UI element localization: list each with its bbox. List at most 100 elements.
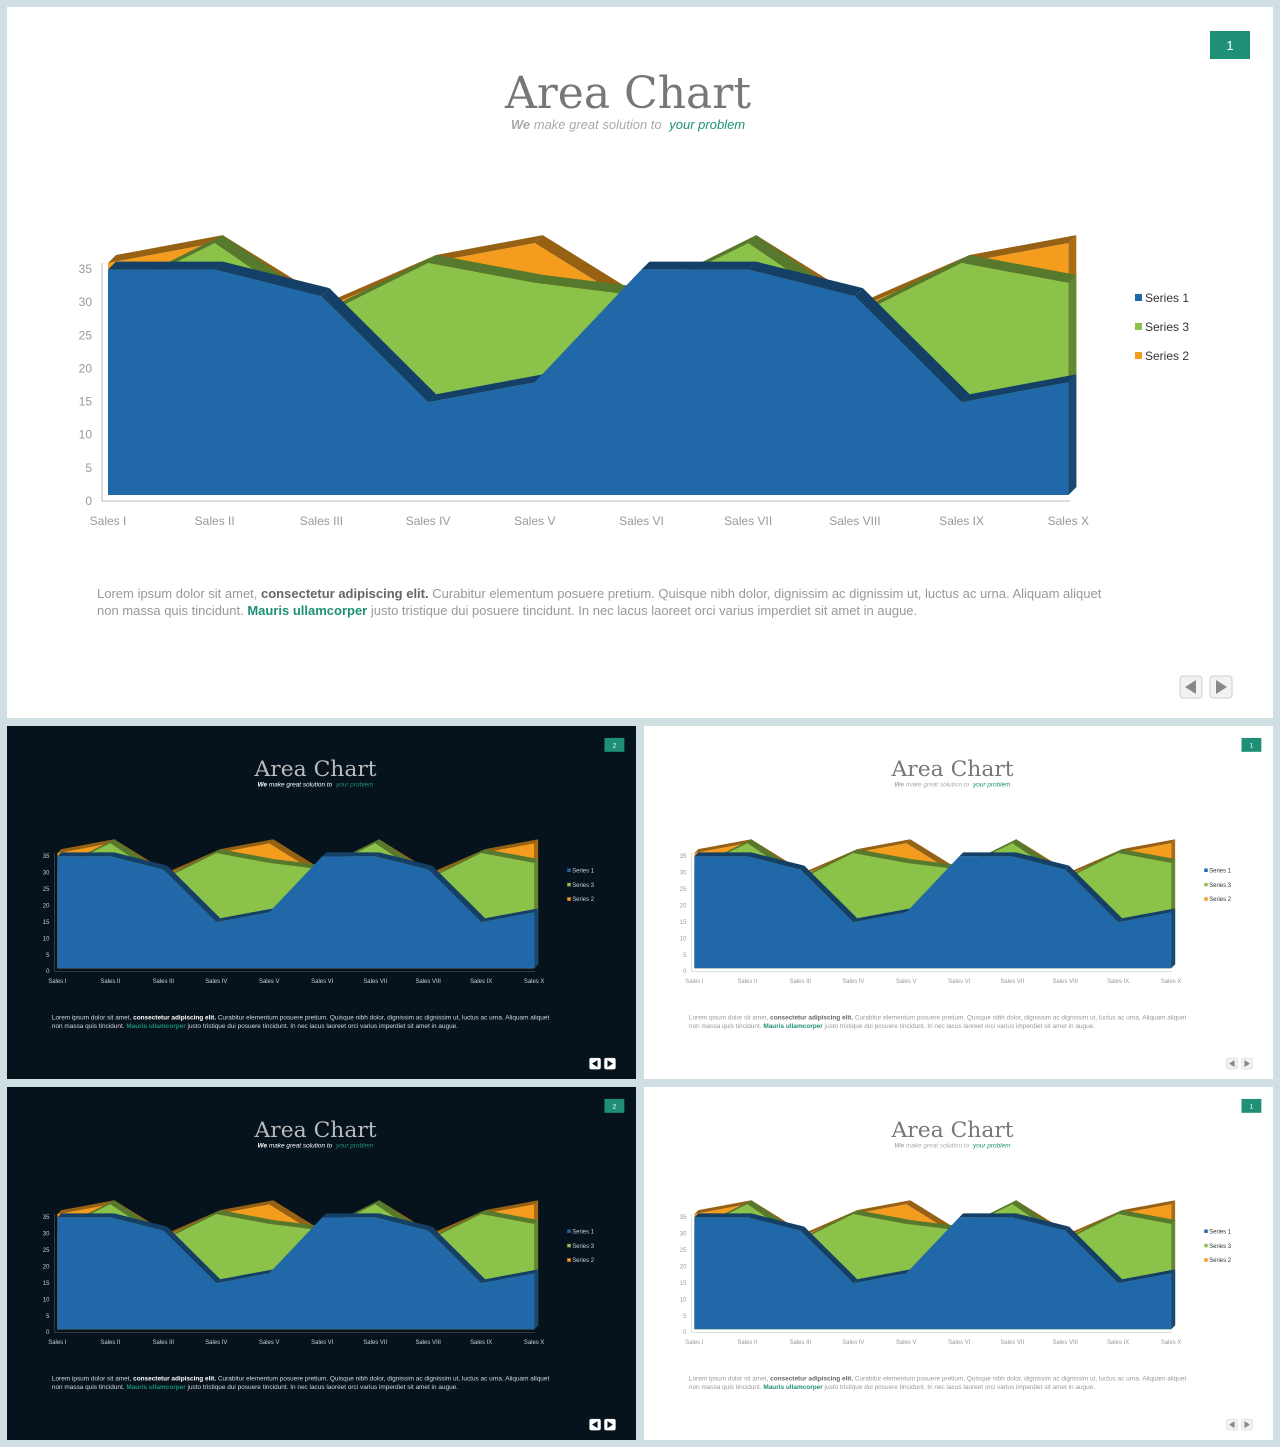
area-top-face	[961, 235, 1077, 263]
y-tick-label: 30	[680, 871, 687, 877]
body-text-line-2: non massa quis tincidunt. Mauris ullamco…	[52, 1384, 458, 1391]
prev-slide-button[interactable]	[589, 1418, 601, 1431]
prev-slide-button[interactable]	[1226, 1057, 1238, 1070]
area-top-face	[853, 839, 911, 854]
area-chart: 0 5 10 15 20 25 30 35 Sales I Sales II Sales III Sa…	[79, 235, 1089, 528]
x-tick-label: Sales V	[259, 979, 280, 985]
y-tick-label: 35	[43, 1215, 50, 1221]
legend-label: Series 1	[1145, 291, 1189, 305]
page-subtitle: We make great solution to your problem	[258, 1143, 375, 1150]
next-slide-button[interactable]	[1209, 675, 1233, 699]
body-link[interactable]: Mauris ullamcorper	[126, 1384, 186, 1391]
area-top-face	[853, 1269, 911, 1284]
body-text-line-2: non massa quis tincidunt. Mauris ullamco…	[52, 1023, 458, 1030]
area-top-face	[216, 849, 274, 863]
area-top-face	[481, 1269, 539, 1284]
area-top-face	[748, 261, 863, 297]
slide-number-badge: 1	[1210, 31, 1250, 59]
area-top-face	[747, 852, 805, 870]
slide-4-thumbnail[interactable]: 2 Area Chart We make great solution to you…	[7, 1087, 636, 1440]
y-tick-label: 20	[680, 903, 687, 909]
body-link[interactable]: Mauris ullamcorper	[763, 1384, 823, 1391]
body-text-line-1: Lorem ipsum dolor sit amet, consectetur …	[52, 1014, 550, 1021]
legend-label: Series 3	[572, 1244, 594, 1250]
prev-slide-button[interactable]	[1179, 675, 1203, 699]
series-area-series-1	[57, 852, 539, 969]
legend-swatch	[1204, 1243, 1208, 1248]
next-slide-button[interactable]	[1241, 1418, 1253, 1431]
next-slide-button[interactable]	[1241, 1057, 1253, 1070]
area-top-face	[428, 1226, 486, 1284]
x-tick-label: Sales VI	[311, 1340, 333, 1346]
area-top-face	[1065, 849, 1123, 880]
x-tick-label: Sales IX	[470, 979, 492, 985]
body-link[interactable]: Mauris ullamcorper	[126, 1023, 186, 1030]
x-tick-label: Sales VI	[619, 514, 664, 528]
slide-number: 2	[613, 1103, 617, 1110]
body-link[interactable]: Mauris ullamcorper	[763, 1023, 823, 1030]
area-chart: 0 5 10 15 20 25 30 35 Sales I Sales II Sales III Sa…	[680, 1200, 1181, 1346]
area-top-face	[1118, 1269, 1176, 1284]
prev-slide-button[interactable]	[1226, 1418, 1238, 1431]
x-tick-label: Sales IV	[205, 979, 227, 985]
area-top-face	[694, 1213, 752, 1218]
chart-legend: Series 1 Series 3 Series 2	[1135, 291, 1189, 363]
prev-slide-button[interactable]	[589, 1057, 601, 1070]
slide-3-thumbnail[interactable]: 1 Area Chart We make great solution to you…	[644, 726, 1273, 1079]
area-front-face	[694, 1217, 1172, 1330]
slide-2-thumbnail[interactable]: 2 Area Chart We make great solution to you…	[7, 726, 636, 1079]
chart-legend: Series 1 Series 3 Series 2	[567, 868, 595, 903]
area-top-face	[800, 1210, 858, 1241]
page-title: Area Chart	[254, 757, 377, 782]
area-top-face	[481, 849, 539, 863]
y-tick-label: 0	[683, 969, 687, 975]
area-side-face	[1068, 374, 1077, 495]
area-top-face	[481, 908, 539, 923]
triangle-right-icon	[1244, 1060, 1250, 1068]
area-front-face	[108, 269, 1069, 495]
area-top-face	[322, 852, 380, 857]
slide-5-thumbnail[interactable]: 1 Area Chart We make great solution to you…	[644, 1087, 1273, 1440]
area-top-face	[57, 1200, 115, 1215]
legend-swatch	[1204, 1258, 1208, 1262]
triangle-left-icon	[592, 1421, 598, 1429]
next-slide-button[interactable]	[604, 1057, 616, 1070]
page-title: Area Chart	[254, 1118, 377, 1143]
triangle-left-icon	[1229, 1421, 1235, 1429]
area-top-face	[481, 839, 539, 854]
x-tick-label: Sales VIII	[829, 514, 880, 528]
area-top-face	[214, 261, 330, 297]
x-tick-label: Sales II	[100, 1340, 120, 1346]
area-top-face	[57, 852, 115, 857]
area-top-face	[800, 849, 858, 877]
legend-label: Series 2	[1209, 1258, 1231, 1264]
area-top-face	[321, 255, 437, 310]
y-tick-label: 35	[680, 854, 687, 860]
body-text-line-2: non massa quis tincidunt. Mauris ullamco…	[97, 603, 917, 618]
y-tick-label: 20	[43, 903, 50, 909]
y-tick-label: 15	[43, 920, 50, 926]
body-text-line-2: non massa quis tincidunt. Mauris ullamco…	[689, 1384, 1095, 1391]
legend-label: Series 2	[572, 897, 594, 903]
slide-1[interactable]: 1 Area Chart We make great solution to you…	[7, 7, 1273, 718]
body-link[interactable]: Mauris ullamcorper	[247, 603, 367, 618]
slide-number: 1	[1226, 38, 1233, 53]
area-top-face	[321, 288, 437, 403]
area-top-face	[428, 865, 486, 923]
legend-swatch	[567, 1229, 571, 1233]
legend-swatch	[567, 1243, 571, 1248]
area-top-face	[854, 255, 970, 317]
x-tick-label: Sales VII	[724, 514, 772, 528]
triangle-left-icon	[592, 1060, 598, 1068]
x-tick-label: Sales VIII	[1052, 1340, 1078, 1346]
area-top-face	[1118, 1210, 1176, 1224]
area-top-face	[1118, 908, 1176, 923]
slide-number: 1	[1250, 742, 1254, 749]
chart-legend: Series 1 Series 3 Series 2	[1204, 868, 1232, 903]
area-top-face	[853, 908, 911, 923]
next-slide-button[interactable]	[604, 1418, 616, 1431]
chart-legend: Series 1 Series 3 Series 2	[567, 1229, 595, 1264]
